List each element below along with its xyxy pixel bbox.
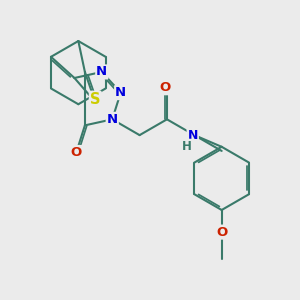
Text: N: N	[96, 65, 107, 78]
Text: N: N	[115, 86, 126, 99]
Text: O: O	[160, 81, 171, 94]
Text: O: O	[216, 226, 227, 238]
Text: S: S	[90, 92, 101, 107]
Text: O: O	[71, 146, 82, 159]
Text: N: N	[107, 113, 118, 126]
Text: H: H	[182, 140, 191, 153]
Text: N: N	[188, 129, 198, 142]
